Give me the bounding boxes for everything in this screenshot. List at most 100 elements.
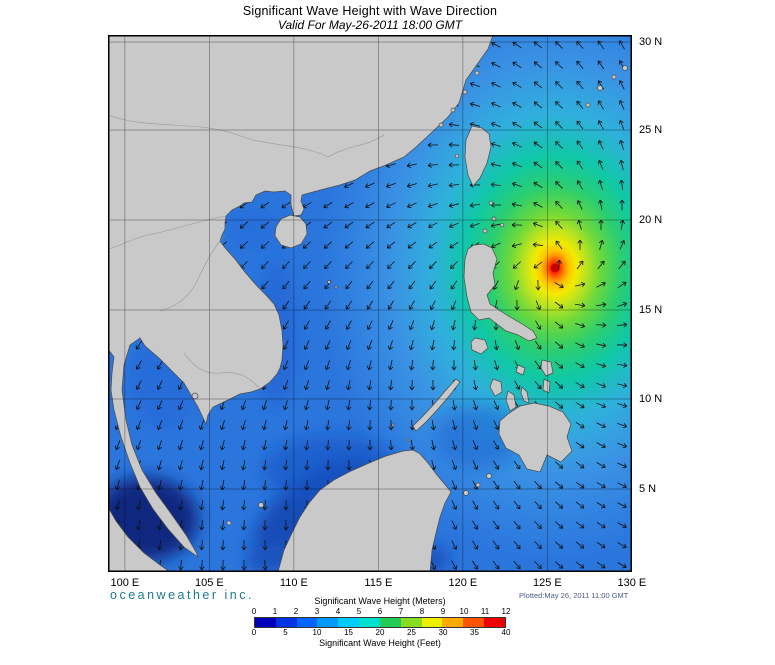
wave-direction-arrow <box>555 561 564 569</box>
island-spratly-2 <box>406 438 410 442</box>
wave-direction-arrow <box>493 340 499 351</box>
wave-direction-arrow <box>556 259 562 271</box>
wave-direction-arrow <box>408 320 415 330</box>
lon-tick-label: 110 E <box>279 577 308 589</box>
wave-direction-arrow <box>448 202 459 209</box>
wave-direction-arrow <box>616 362 628 368</box>
feet-tick: 15 <box>344 628 353 637</box>
wave-direction-arrow <box>177 440 183 451</box>
wave-direction-arrow <box>554 341 564 349</box>
wave-direction-arrow <box>345 261 353 269</box>
wave-direction-arrow <box>283 519 289 531</box>
island-babuyan-3 <box>499 222 505 228</box>
wave-direction-arrow <box>324 360 331 371</box>
wave-direction-arrow <box>617 542 627 549</box>
wave-direction-arrow <box>450 280 458 290</box>
wave-direction-arrow <box>261 400 267 411</box>
island-ryukyu-4 <box>622 65 628 71</box>
colorbar-segment <box>296 618 318 627</box>
wave-direction-arrow <box>387 280 395 290</box>
wave-direction-arrow <box>219 420 225 431</box>
wave-direction-arrow <box>241 559 247 571</box>
wave-direction-arrow <box>346 419 352 431</box>
meters-tick: 2 <box>293 607 299 616</box>
wave-direction-arrow <box>469 202 481 208</box>
landmass-negros <box>505 390 517 412</box>
wave-direction-arrow <box>325 459 331 471</box>
graticule <box>108 35 632 572</box>
wave-direction-arrow <box>533 81 543 89</box>
wave-direction-arrow <box>512 141 522 148</box>
wave-direction-arrow <box>283 440 289 451</box>
wave-direction-arrow <box>430 379 436 391</box>
wave-direction-arrow <box>555 101 563 109</box>
colorbar-segment <box>359 618 380 627</box>
wave-direction-arrow <box>199 480 205 491</box>
wave-direction-arrow <box>303 360 310 370</box>
wave-direction-arrow <box>303 340 310 350</box>
wave-direction-arrow <box>596 422 606 429</box>
wave-direction-arrow <box>576 80 584 90</box>
wave-direction-arrow <box>596 502 606 509</box>
map-region <box>108 35 632 572</box>
wave-direction-arrow <box>533 121 543 129</box>
low-wave-patch-tonkin <box>228 208 284 252</box>
wave-direction-arrow <box>469 81 480 88</box>
wave-direction-arrow <box>136 520 142 531</box>
landmass-mainland-asia <box>108 35 494 558</box>
wave-direction-arrow <box>575 561 585 569</box>
wave-direction-arrow <box>304 459 310 471</box>
meters-tick: 7 <box>398 607 404 616</box>
wave-direction-arrow <box>282 380 289 391</box>
wave-direction-arrow <box>387 340 393 351</box>
wave-direction-arrow <box>575 441 585 449</box>
wave-direction-arrow <box>492 560 500 570</box>
wave-direction-arrow <box>554 381 564 389</box>
wave-direction-arrow <box>490 141 501 147</box>
wave-direction-arrow <box>135 440 142 451</box>
wave-direction-arrow <box>323 202 333 209</box>
wave-direction-arrow <box>597 260 605 270</box>
wave-direction-arrow <box>472 560 479 570</box>
wave-direction-arrow <box>512 261 521 269</box>
country-borders <box>108 114 385 390</box>
wave-direction-arrow <box>344 182 354 189</box>
wave-direction-arrow <box>409 359 415 371</box>
colorbar-segment <box>442 618 464 627</box>
wave-direction-arrow <box>451 359 457 371</box>
wave-direction-arrow <box>260 201 270 209</box>
wave-direction-arrow <box>493 440 500 450</box>
wave-direction-arrow <box>283 459 289 471</box>
wave-direction-arrow <box>451 420 458 431</box>
wave-direction-arrow <box>220 499 226 511</box>
wave-direction-arrow <box>430 420 436 431</box>
colorbar-segment <box>463 618 485 627</box>
wave-direction-arrow <box>554 361 564 369</box>
wave-direction-arrow <box>136 500 142 511</box>
wave-direction-arrow <box>555 521 564 529</box>
wave-direction-arrow <box>345 300 353 310</box>
colorbar-gradient <box>254 617 506 628</box>
wave-direction-arrow <box>619 199 625 211</box>
wave-direction-arrow <box>597 140 604 150</box>
island-batanes <box>488 200 494 206</box>
wave-direction-arrow <box>323 221 333 229</box>
wave-direction-arrow <box>555 181 563 189</box>
landmass-sumatra <box>108 506 171 572</box>
landmass-borneo <box>277 449 452 572</box>
wave-direction-arrow <box>596 402 606 409</box>
wave-direction-arrow <box>304 479 310 491</box>
wave-direction-arrow <box>555 220 563 229</box>
wave-direction-arrow <box>303 380 309 391</box>
wave-direction-arrow <box>575 421 585 429</box>
wave-direction-arrow <box>595 302 607 308</box>
wave-direction-arrow <box>597 179 603 190</box>
wave-direction-arrow <box>344 202 354 209</box>
wave-direction-arrow <box>366 340 373 351</box>
wave-direction-arrow <box>490 162 501 168</box>
wave-direction-arrow <box>239 221 249 229</box>
wave-direction-arrow <box>407 222 417 229</box>
wave-direction-arrow <box>135 420 142 430</box>
wave-direction-arrow <box>304 400 310 411</box>
wave-direction-arrow <box>617 462 627 469</box>
